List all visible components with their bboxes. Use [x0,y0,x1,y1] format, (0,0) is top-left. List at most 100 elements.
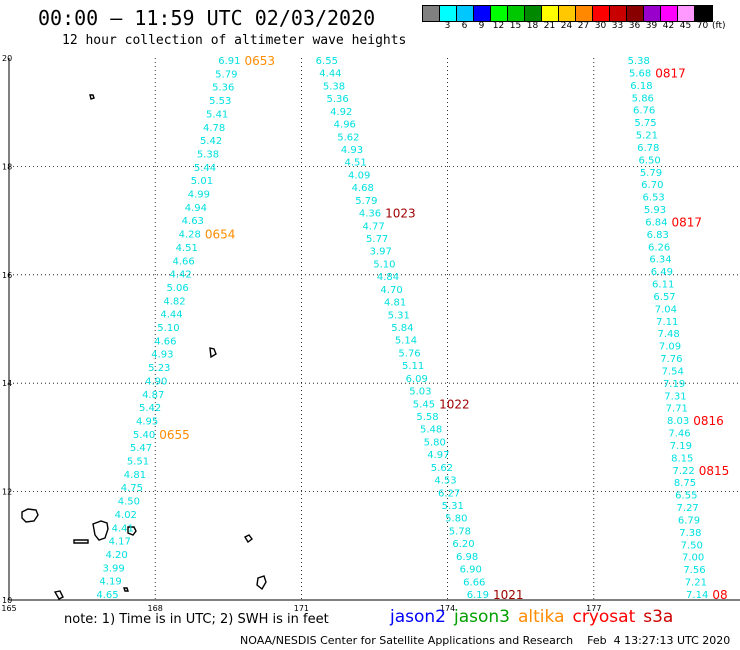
scale-label: 27 [577,21,590,31]
color-scale-labels: 3 6 9 12 15 18 21 24 27 30 33 36 39 42 45 70 [422,21,711,31]
wave-height-value: 5.41 [206,109,228,120]
wave-height-value: 5.31 [442,501,464,512]
scale-swatch [695,6,712,21]
scale-label: 12 [492,21,505,31]
island-outline [53,590,64,600]
scale-swatch [559,6,576,21]
scale-label: 70 [696,21,709,31]
scale-label: 24 [560,21,573,31]
wave-height-value: 7.14 [686,590,708,601]
wave-height-value: 7.00 [682,553,704,564]
wave-height-value: 4.66 [154,336,176,347]
pass-time-label: 0817 [655,66,686,80]
wave-height-value: 5.42 [139,403,161,414]
scale-swatch [491,6,508,21]
wave-height-value: 5.51 [127,457,149,468]
island-outline [127,526,137,536]
wave-height-value: 7.54 [662,366,684,377]
wave-height-value: 5.62 [337,132,359,143]
wave-height-value: 5.79 [640,168,662,179]
color-scale-unit: (ft) [712,21,726,31]
island-outline [89,94,95,100]
scale-label: 21 [543,21,556,31]
wave-height-value: 4.09 [348,170,370,181]
pass-time-label: 08 [712,588,727,602]
satellite-legend: jason2 jason3 altika cryosat s3a [390,607,681,627]
wave-height-value: 5.78 [449,526,471,537]
scale-label: 33 [611,21,624,31]
wave-height-value: 4.84 [377,272,399,283]
pass-time-label: 0655 [159,428,190,442]
wave-height-value: 7.48 [657,329,679,340]
legend-s3a: s3a [643,607,674,627]
wave-height-value: 6.19 [467,590,489,601]
wave-height-value: 4.53 [434,476,456,487]
island-outline [92,520,109,541]
scale-swatch [593,6,610,21]
wave-height-value: 6.98 [456,552,478,563]
wave-height-value: 5.76 [398,348,420,359]
scale-swatch [610,6,627,21]
wave-height-value: 7.09 [659,342,681,353]
wave-height-value: 5.21 [636,131,658,142]
wave-height-value: 4.68 [352,183,374,194]
y-tick-label: 14 [2,379,12,388]
scale-swatch [678,6,695,21]
scale-label: 9 [478,21,485,31]
island-outline [21,508,39,523]
pass-time-label: 0817 [672,215,703,229]
wave-height-value: 5.80 [424,437,446,448]
wave-height-value: 4.96 [334,120,356,131]
scale-swatch [457,6,474,21]
wave-height-value: 5.86 [632,93,654,104]
wave-height-value: 8.75 [674,478,696,489]
island-outline [244,534,253,544]
wave-height-value: 4.77 [362,221,384,232]
wave-height-value: 5.84 [391,323,413,334]
wave-height-value: 4.02 [115,510,137,521]
pass-time-label: 1022 [439,397,470,411]
note-text: note: 1) Time is in UTC; 2) SWH is in fe… [64,612,329,627]
wave-height-value: 6.49 [651,267,673,278]
island-outline [209,347,217,359]
wave-height-value: 4.93 [341,145,363,156]
wave-height-value: 3.97 [370,247,392,258]
wave-height-value: 4.70 [380,285,402,296]
wave-height-value: 5.79 [215,69,237,80]
x-tick-label: 165 [1,604,16,613]
wave-height-value: 5.03 [409,387,431,398]
wave-height-value: 6.34 [649,255,671,266]
wave-height-value: 4.44 [319,69,341,80]
wave-height-value: 6.57 [653,292,675,303]
wave-height-value: 5.10 [157,323,179,334]
wave-height-value: 5.58 [416,412,438,423]
wave-height-value: 5.10 [373,259,395,270]
wave-height-value: 4.17 [109,537,131,548]
wave-height-value: 7.56 [683,565,705,576]
x-tick-label: 174 [440,604,455,613]
wave-height-value: 5.79 [355,196,377,207]
wave-height-value: 5.36 [326,94,348,105]
wave-height-value: 4.28 [179,230,201,241]
wave-height-value: 7.21 [685,578,707,589]
wave-height-value: 4.90 [145,376,167,387]
wave-height-value: 4.81 [384,298,406,309]
wave-height-value: 5.77 [366,234,388,245]
scale-swatch [576,6,593,21]
wave-height-value: 7.46 [668,429,690,440]
wave-height-value: 6.20 [452,539,474,550]
wave-height-value: 5.68 [629,68,651,79]
pass-time-label: 0653 [244,54,275,68]
wave-height-value: 4.36 [359,209,381,220]
wave-height-value: 4.19 [99,577,121,588]
wave-height-value: 7.19 [670,441,692,452]
wave-height-value: 4.87 [142,390,164,401]
wave-height-value: 5.38 [628,56,650,67]
wave-height-value: 5.38 [197,149,219,160]
scale-label: 30 [594,21,607,31]
scale-label: 39 [645,21,658,31]
wave-height-value: 6.55 [675,491,697,502]
wave-height-value: 6.83 [647,230,669,241]
wave-height-value: 8.15 [671,453,693,464]
map-subtitle: 12 hour collection of altimeter wave hei… [62,33,407,48]
